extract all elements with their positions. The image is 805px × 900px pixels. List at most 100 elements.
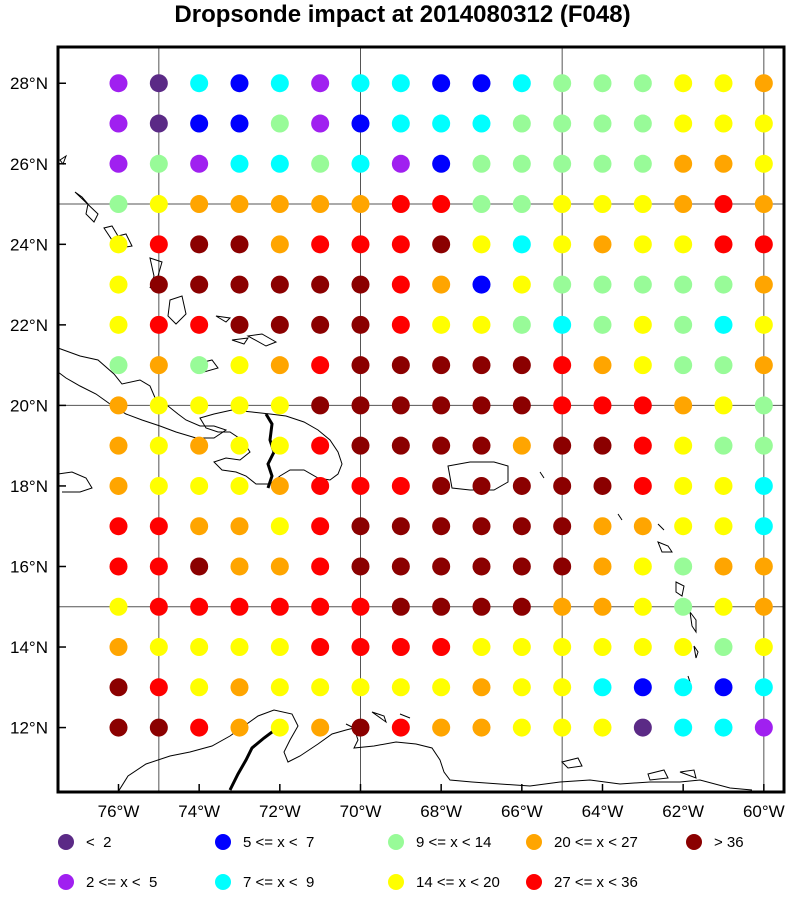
impact-point bbox=[391, 718, 410, 737]
impact-point bbox=[674, 638, 693, 657]
impact-point bbox=[633, 718, 652, 737]
impact-point bbox=[230, 476, 249, 495]
impact-point bbox=[109, 235, 128, 254]
impact-point bbox=[674, 517, 693, 536]
impact-point bbox=[311, 235, 330, 254]
impact-point bbox=[351, 396, 370, 415]
impact-point bbox=[109, 678, 128, 697]
legend-label: > 36 bbox=[714, 833, 744, 851]
impact-point bbox=[512, 74, 531, 93]
impact-point bbox=[190, 356, 209, 375]
impact-point bbox=[512, 678, 531, 697]
impact-point bbox=[512, 557, 531, 576]
impact-point bbox=[190, 195, 209, 214]
y-tick-label: 26°N bbox=[10, 155, 48, 174]
impact-point bbox=[593, 476, 612, 495]
jamaica-coast bbox=[57, 471, 93, 493]
impact-point bbox=[472, 476, 491, 495]
impact-point bbox=[674, 114, 693, 133]
impact-point bbox=[391, 517, 410, 536]
impact-point bbox=[754, 195, 773, 214]
impact-point bbox=[553, 597, 572, 616]
impact-point bbox=[714, 517, 733, 536]
legend-item: 14 <= x < 20 bbox=[388, 872, 500, 892]
impact-point bbox=[472, 638, 491, 657]
impact-point bbox=[553, 557, 572, 576]
impact-point bbox=[553, 235, 572, 254]
impact-point bbox=[633, 396, 652, 415]
impact-point bbox=[754, 718, 773, 737]
impact-point bbox=[149, 638, 168, 657]
impact-point bbox=[674, 436, 693, 455]
impact-point bbox=[432, 356, 451, 375]
x-tick-label: 64°W bbox=[582, 802, 624, 821]
impact-point bbox=[754, 638, 773, 657]
impact-point bbox=[149, 114, 168, 133]
impact-point bbox=[714, 235, 733, 254]
impact-point bbox=[109, 275, 128, 294]
impact-point bbox=[432, 597, 451, 616]
impact-point bbox=[472, 275, 491, 294]
impact-point bbox=[190, 235, 209, 254]
legend-item: > 36 bbox=[686, 832, 744, 852]
impact-point bbox=[512, 154, 531, 173]
impact-point bbox=[351, 718, 370, 737]
impact-point bbox=[512, 597, 531, 616]
impact-point bbox=[512, 396, 531, 415]
impact-point bbox=[109, 718, 128, 737]
impact-point bbox=[593, 74, 612, 93]
impact-point bbox=[754, 356, 773, 375]
impact-point bbox=[674, 195, 693, 214]
impact-point bbox=[633, 476, 652, 495]
legend-swatch bbox=[526, 874, 542, 890]
impact-point bbox=[270, 235, 289, 254]
impact-point bbox=[754, 517, 773, 536]
impact-point bbox=[311, 114, 330, 133]
impact-point bbox=[190, 315, 209, 334]
impact-point bbox=[270, 476, 289, 495]
impact-point bbox=[754, 315, 773, 334]
impact-point bbox=[190, 396, 209, 415]
impact-point bbox=[512, 476, 531, 495]
impact-point bbox=[391, 356, 410, 375]
impact-point bbox=[553, 638, 572, 657]
impact-point bbox=[109, 315, 128, 334]
impact-point bbox=[754, 275, 773, 294]
impact-point bbox=[351, 476, 370, 495]
impact-point bbox=[230, 74, 249, 93]
legend-swatch bbox=[215, 874, 231, 890]
impact-point bbox=[149, 195, 168, 214]
impact-point bbox=[633, 517, 652, 536]
impact-point bbox=[351, 114, 370, 133]
x-tick-label: 68°W bbox=[420, 802, 462, 821]
impact-point bbox=[270, 154, 289, 173]
impact-point bbox=[754, 74, 773, 93]
impact-point bbox=[512, 517, 531, 536]
impact-point bbox=[109, 557, 128, 576]
impact-point bbox=[149, 718, 168, 737]
impact-point bbox=[230, 597, 249, 616]
legend-label: 7 <= x < 9 bbox=[243, 873, 315, 891]
y-tick-label: 18°N bbox=[10, 477, 48, 496]
impact-point bbox=[593, 718, 612, 737]
impact-point bbox=[472, 195, 491, 214]
impact-point bbox=[270, 597, 289, 616]
impact-point bbox=[109, 114, 128, 133]
impact-point bbox=[351, 154, 370, 173]
impact-point bbox=[593, 638, 612, 657]
axis-ticks: 76°W 74°W 72°W 70°W 68°W 66°W 64°W 62°W 60°W 12°N… bbox=[10, 74, 785, 821]
impact-point bbox=[432, 154, 451, 173]
impact-point bbox=[190, 275, 209, 294]
impact-point bbox=[593, 557, 612, 576]
impact-point bbox=[714, 74, 733, 93]
impact-point bbox=[432, 74, 451, 93]
impact-point bbox=[391, 597, 410, 616]
legend-swatch bbox=[388, 874, 404, 890]
y-tick-label: 20°N bbox=[10, 396, 48, 415]
impact-point bbox=[472, 235, 491, 254]
impact-point bbox=[351, 557, 370, 576]
impact-point bbox=[391, 557, 410, 576]
impact-point bbox=[633, 154, 652, 173]
impact-point bbox=[714, 678, 733, 697]
impact-point bbox=[633, 315, 652, 334]
